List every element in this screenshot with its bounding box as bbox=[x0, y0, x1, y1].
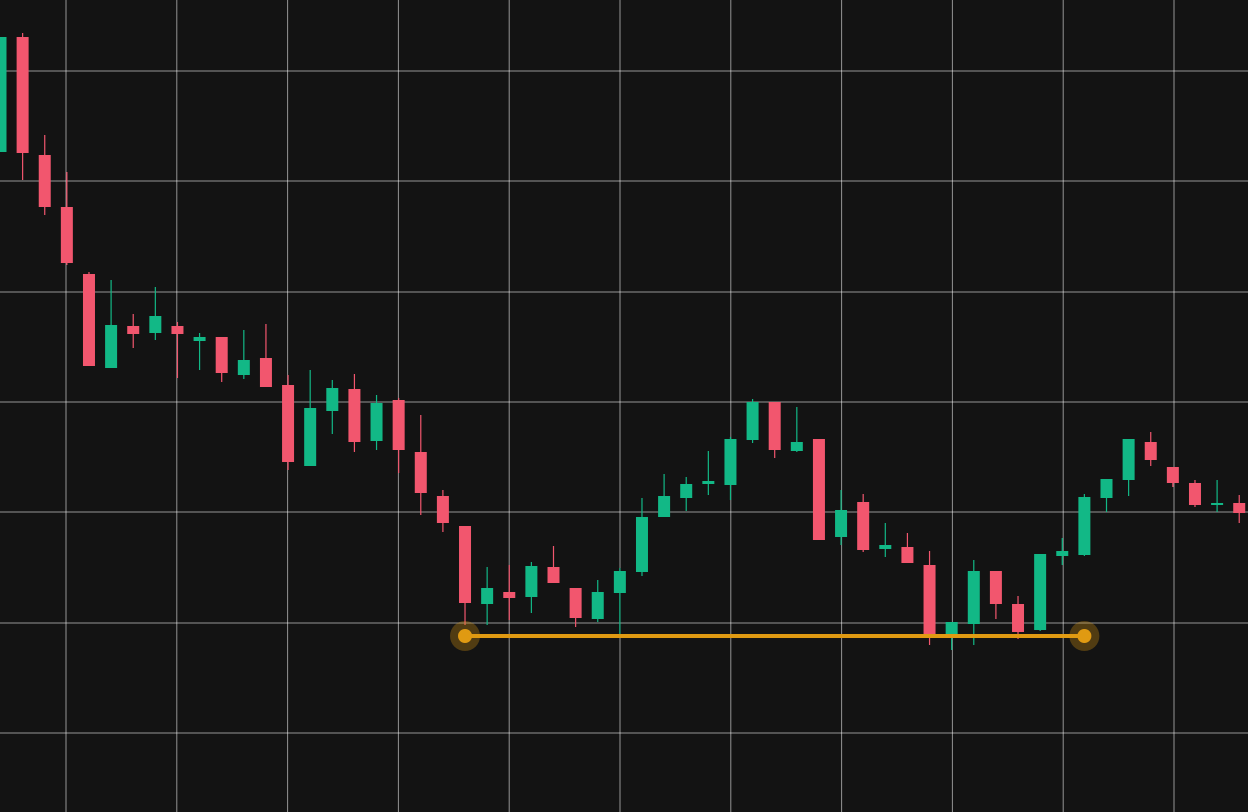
candle-body bbox=[835, 510, 848, 537]
candle-body bbox=[702, 481, 715, 484]
candle-body bbox=[38, 155, 51, 207]
candle-body bbox=[1188, 483, 1201, 505]
candle-body bbox=[635, 517, 648, 572]
candle-body bbox=[149, 316, 162, 333]
candle-body bbox=[436, 496, 449, 523]
candle-body bbox=[857, 502, 870, 550]
candle-body bbox=[1233, 503, 1246, 513]
vertical-grid bbox=[65, 0, 1175, 812]
candle-body bbox=[901, 547, 914, 563]
candle-body bbox=[1056, 551, 1069, 556]
candle-body bbox=[215, 337, 228, 373]
candle-body bbox=[1078, 497, 1091, 555]
candle-body bbox=[0, 37, 7, 152]
candle-body bbox=[1034, 554, 1047, 630]
candle-body bbox=[1211, 503, 1224, 505]
candle-body bbox=[967, 571, 980, 624]
candle-body bbox=[680, 484, 693, 498]
candle-body bbox=[547, 567, 560, 583]
candle-body bbox=[879, 545, 892, 549]
candle-body bbox=[1166, 467, 1179, 483]
candle-body bbox=[1100, 479, 1113, 498]
candle-body bbox=[282, 385, 295, 462]
candle-body bbox=[392, 400, 405, 450]
candle-body bbox=[259, 358, 272, 387]
candle-body bbox=[945, 622, 958, 635]
candle-body bbox=[525, 566, 538, 597]
candle-body bbox=[237, 360, 250, 375]
candle-body bbox=[569, 588, 582, 618]
candle-body bbox=[348, 389, 361, 442]
level-handle bbox=[1077, 629, 1092, 643]
candle-body bbox=[724, 439, 737, 485]
candle-body bbox=[1012, 604, 1025, 632]
candle-body bbox=[304, 408, 317, 466]
candle-body bbox=[171, 326, 184, 334]
candle-body bbox=[591, 592, 604, 619]
candle-body bbox=[746, 402, 759, 440]
candle-body bbox=[414, 452, 427, 493]
candle-body bbox=[1122, 439, 1135, 480]
level-handle bbox=[458, 629, 473, 643]
candle-body bbox=[193, 337, 206, 341]
candle-body bbox=[481, 588, 494, 604]
candle-body bbox=[923, 565, 936, 635]
candle-body bbox=[812, 439, 825, 540]
candle-body bbox=[768, 402, 781, 450]
candle-body bbox=[326, 388, 339, 411]
candle-body bbox=[127, 326, 140, 334]
candle-body bbox=[370, 403, 383, 441]
candle-body bbox=[16, 37, 29, 153]
candle-body bbox=[989, 571, 1002, 604]
candle-body bbox=[1144, 442, 1157, 460]
candle-body bbox=[503, 592, 516, 598]
candle-body bbox=[82, 274, 95, 366]
candle-body bbox=[613, 571, 626, 593]
candle-body bbox=[790, 442, 803, 451]
candle-body bbox=[105, 325, 118, 368]
candle-body bbox=[60, 207, 73, 263]
candle-body bbox=[459, 526, 472, 603]
candle-body bbox=[658, 496, 671, 517]
